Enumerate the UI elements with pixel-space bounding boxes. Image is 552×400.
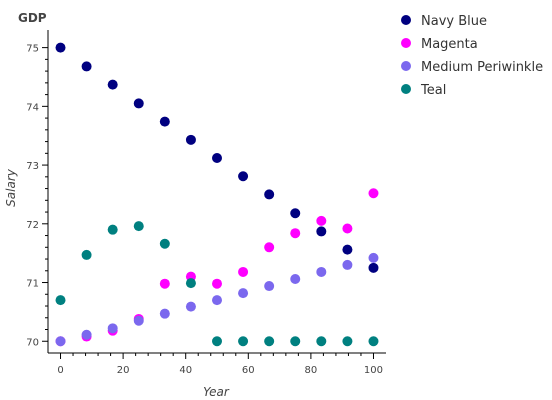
data-point — [212, 336, 222, 347]
data-point — [159, 278, 170, 289]
y-tick-label: 74 — [26, 102, 39, 113]
data-point — [238, 336, 249, 347]
legend-marker — [401, 15, 411, 25]
data-point — [368, 252, 379, 263]
data-point — [316, 226, 327, 237]
legend-marker — [401, 84, 411, 94]
data-point — [238, 266, 249, 277]
legend-label: Teal — [420, 83, 446, 98]
data-point — [159, 308, 170, 319]
data-point — [133, 221, 144, 232]
data-point — [316, 336, 327, 347]
data-point — [342, 259, 353, 270]
x-tick-label: 100 — [364, 365, 383, 376]
legend-label: Medium Periwinkle — [421, 60, 543, 75]
x-axis-label: Year — [203, 385, 230, 399]
data-point — [107, 79, 118, 90]
data-point — [290, 208, 301, 219]
x-tick-label: 20 — [117, 365, 130, 376]
data-point — [368, 262, 379, 273]
data-point — [159, 116, 170, 127]
data-point — [212, 153, 222, 164]
data-point — [185, 134, 196, 145]
legend-label: Magenta — [421, 37, 478, 52]
series-medium-periwinkle — [55, 252, 379, 347]
data-point — [290, 228, 301, 239]
data-point — [264, 281, 275, 292]
y-tick-label: 73 — [26, 161, 39, 172]
series-magenta — [55, 188, 379, 347]
data-point — [342, 223, 353, 234]
data-point — [133, 98, 144, 109]
data-point — [264, 242, 275, 253]
data-point — [81, 61, 92, 72]
legend-marker — [401, 61, 411, 71]
x-tick-label: 40 — [179, 365, 192, 376]
chart-title: GDP — [18, 11, 47, 25]
data-point — [55, 336, 66, 347]
y-tick-label: 71 — [26, 279, 39, 290]
data-point — [81, 249, 92, 260]
data-point — [264, 336, 275, 347]
y-axis-label: Salary — [4, 168, 18, 207]
series-teal — [55, 221, 379, 347]
data-point — [212, 295, 222, 306]
data-point — [342, 336, 353, 347]
x-tick-label: 60 — [242, 365, 255, 376]
legend: Navy Blue Magenta Medium Periwinkle Teal — [401, 14, 543, 98]
data-point — [368, 336, 379, 347]
data-point — [81, 329, 92, 340]
data-point — [290, 336, 301, 347]
legend-marker — [401, 38, 411, 48]
x-tick-label: 80 — [305, 365, 318, 376]
plot-area — [55, 42, 379, 347]
y-axis: 70 71 72 73 74 75 — [26, 30, 49, 353]
x-axis: 0 20 40 60 80 100 — [48, 352, 386, 376]
data-point — [342, 244, 353, 255]
data-point — [107, 323, 118, 334]
data-point — [264, 189, 275, 200]
y-tick-label: 72 — [26, 220, 39, 231]
data-point — [316, 215, 327, 226]
y-tick-label: 70 — [26, 337, 39, 348]
data-point — [55, 295, 66, 306]
data-point — [368, 188, 379, 199]
data-point — [290, 274, 301, 285]
data-point — [238, 288, 249, 299]
y-tick-label: 75 — [26, 44, 39, 55]
data-point — [212, 278, 222, 289]
data-point — [55, 42, 66, 53]
series-navy-blue — [55, 42, 379, 273]
data-point — [316, 266, 327, 277]
data-point — [238, 171, 249, 182]
data-point — [185, 301, 196, 312]
data-point — [159, 238, 170, 249]
data-point — [185, 278, 196, 289]
data-point — [133, 315, 144, 326]
x-tick-label: 0 — [57, 365, 63, 376]
data-point — [107, 224, 118, 235]
legend-label: Navy Blue — [421, 14, 487, 29]
